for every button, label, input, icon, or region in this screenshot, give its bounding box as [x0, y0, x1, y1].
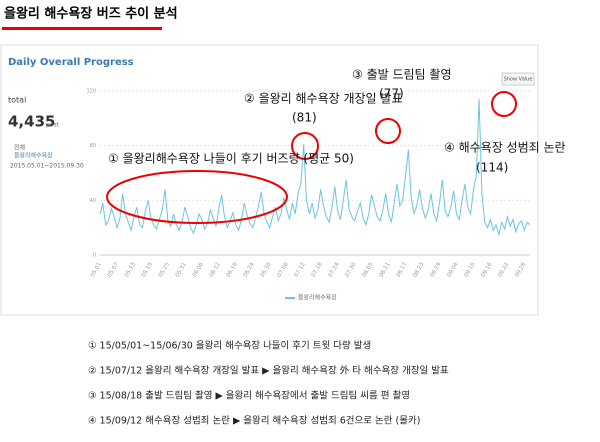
- annotation: ② 을왕리 해수욕장 개장일 발표: [244, 92, 403, 106]
- y-tick-label: 80: [90, 143, 96, 149]
- highlight-ellipse: [106, 170, 288, 224]
- filter-all: 전체: [14, 144, 25, 152]
- annotation: ① 을왕리해수욕장 나들이 후기 버즈량 (평균 50): [108, 152, 354, 166]
- period: 2015.05.01~2015.09.30: [10, 163, 84, 170]
- annotation: (114): [476, 161, 508, 175]
- y-tick-label: 120: [86, 89, 96, 95]
- show-value-label[interactable]: Show Value: [504, 77, 533, 83]
- highlight-circle: [375, 118, 401, 144]
- note: ① 15/05/01~15/06/30 을왕리 해수욕장 나들이 후기 트윗 다…: [88, 340, 371, 352]
- annotation: ④ 해수욕장 성범죄 논란: [444, 141, 566, 155]
- page-title: 을왕리 해수욕장 버즈 추이 분석: [4, 6, 178, 22]
- filter-keyword: 을왕리해수욕장: [14, 152, 53, 160]
- annotation: (77): [379, 87, 404, 101]
- highlight-circle: [291, 132, 319, 160]
- annotation: (81): [292, 111, 317, 125]
- note: ④ 15/09/12 해수욕장 성범죄 논란 ▶ 을왕리 해수욕장 성범죄 6건…: [88, 415, 420, 427]
- total-label: total: [8, 96, 26, 105]
- note: ② 15/07/12 을왕리 해수욕장 개장일 발표 ▶ 을왕리 해수욕장 外 …: [88, 365, 449, 377]
- title-underline: [2, 27, 162, 30]
- highlight-circle: [491, 91, 517, 117]
- total-unit: post: [46, 122, 60, 129]
- show-value-button[interactable]: [501, 72, 535, 86]
- legend-label: 을왕리해수욕장: [298, 294, 337, 302]
- y-tick-label: 0: [93, 253, 96, 259]
- chart-panel: [0, 44, 539, 316]
- y-tick-label: 40: [90, 198, 96, 204]
- total-value: 4,435: [8, 113, 55, 131]
- annotation: ③ 출발 드림팀 촬영: [352, 68, 451, 82]
- chart-title: Daily Overall Progress: [8, 57, 134, 68]
- note: ③ 15/08/18 출발 드림팀 촬영 ▶ 을왕리 해수욕장에서 출발 드림팀…: [88, 390, 410, 402]
